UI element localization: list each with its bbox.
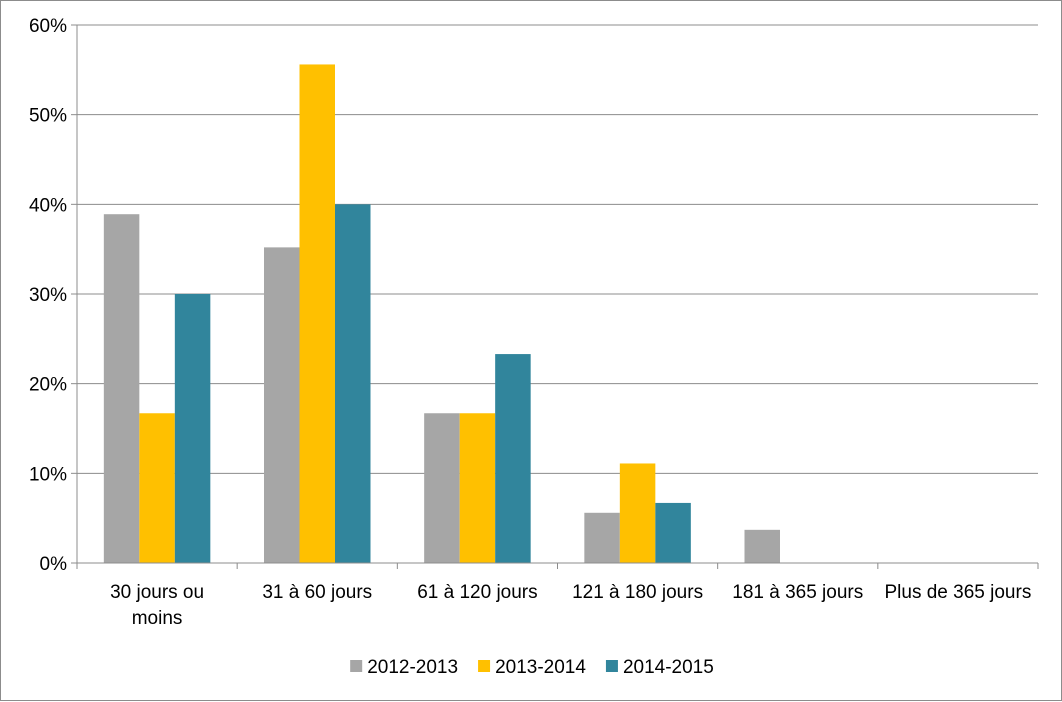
bar-2012-2013-4 bbox=[744, 529, 780, 563]
y-tick-label: 10% bbox=[29, 464, 67, 485]
legend-swatch bbox=[350, 660, 363, 672]
legend-item-2013-2014: 2013-2014 bbox=[478, 657, 586, 678]
y-tick-label: 40% bbox=[29, 195, 67, 216]
legend-item-2014-2015: 2014-2015 bbox=[605, 657, 714, 678]
bar-2013-2014-2 bbox=[459, 413, 496, 563]
x-tick-label-line: 181 à 365 jours bbox=[732, 582, 863, 603]
x-tick-label-line: 61 à 120 jours bbox=[417, 582, 537, 603]
x-tick-label: 181 à 365 jours bbox=[732, 582, 863, 603]
legend-label: 2014-2015 bbox=[623, 657, 714, 678]
bar-2013-2014-1 bbox=[299, 64, 335, 563]
bar-2014-2015-0 bbox=[174, 294, 211, 563]
bar-2012-2013-3 bbox=[584, 512, 620, 563]
x-tick-label-line: 121 à 180 jours bbox=[572, 582, 703, 603]
bar-2012-2013-2 bbox=[424, 413, 460, 563]
y-tick-label: 30% bbox=[29, 285, 67, 306]
legend-label: 2012-2013 bbox=[367, 657, 458, 678]
bar-2012-2013-1 bbox=[264, 247, 300, 563]
bar-2014-2015-1 bbox=[335, 204, 371, 564]
y-tick-label: 20% bbox=[29, 375, 67, 396]
x-tick-label: 121 à 180 jours bbox=[572, 582, 703, 603]
bar-2012-2013-0 bbox=[103, 214, 140, 564]
x-tick-label-line: Plus de 365 jours bbox=[885, 582, 1032, 603]
x-tick-label-line: 30 jours ou bbox=[110, 582, 204, 603]
x-tick-label: 31 à 60 jours bbox=[262, 582, 372, 603]
bar-2014-2015-2 bbox=[495, 354, 531, 563]
legend-label: 2013-2014 bbox=[495, 657, 586, 678]
x-tick-label: 30 jours ou moins bbox=[110, 582, 204, 629]
bar-2013-2014-0 bbox=[139, 413, 175, 563]
y-tick-label: 60% bbox=[29, 16, 67, 37]
x-tick-label: 61 à 120 jours bbox=[417, 582, 537, 603]
bar-2013-2014-3 bbox=[619, 463, 656, 563]
bar-2014-2015-3 bbox=[655, 502, 691, 563]
y-tick-label: 0% bbox=[40, 554, 68, 575]
y-tick-label: 50% bbox=[29, 106, 67, 127]
legend-swatch bbox=[605, 660, 618, 672]
legend-item-2012-2013: 2012-2013 bbox=[350, 657, 458, 678]
x-tick-label-line: 31 à 60 jours bbox=[262, 582, 372, 603]
x-tick-label: Plus de 365 jours bbox=[885, 582, 1032, 603]
x-tick-label-line: moins bbox=[132, 608, 183, 629]
legend-swatch bbox=[478, 660, 491, 672]
